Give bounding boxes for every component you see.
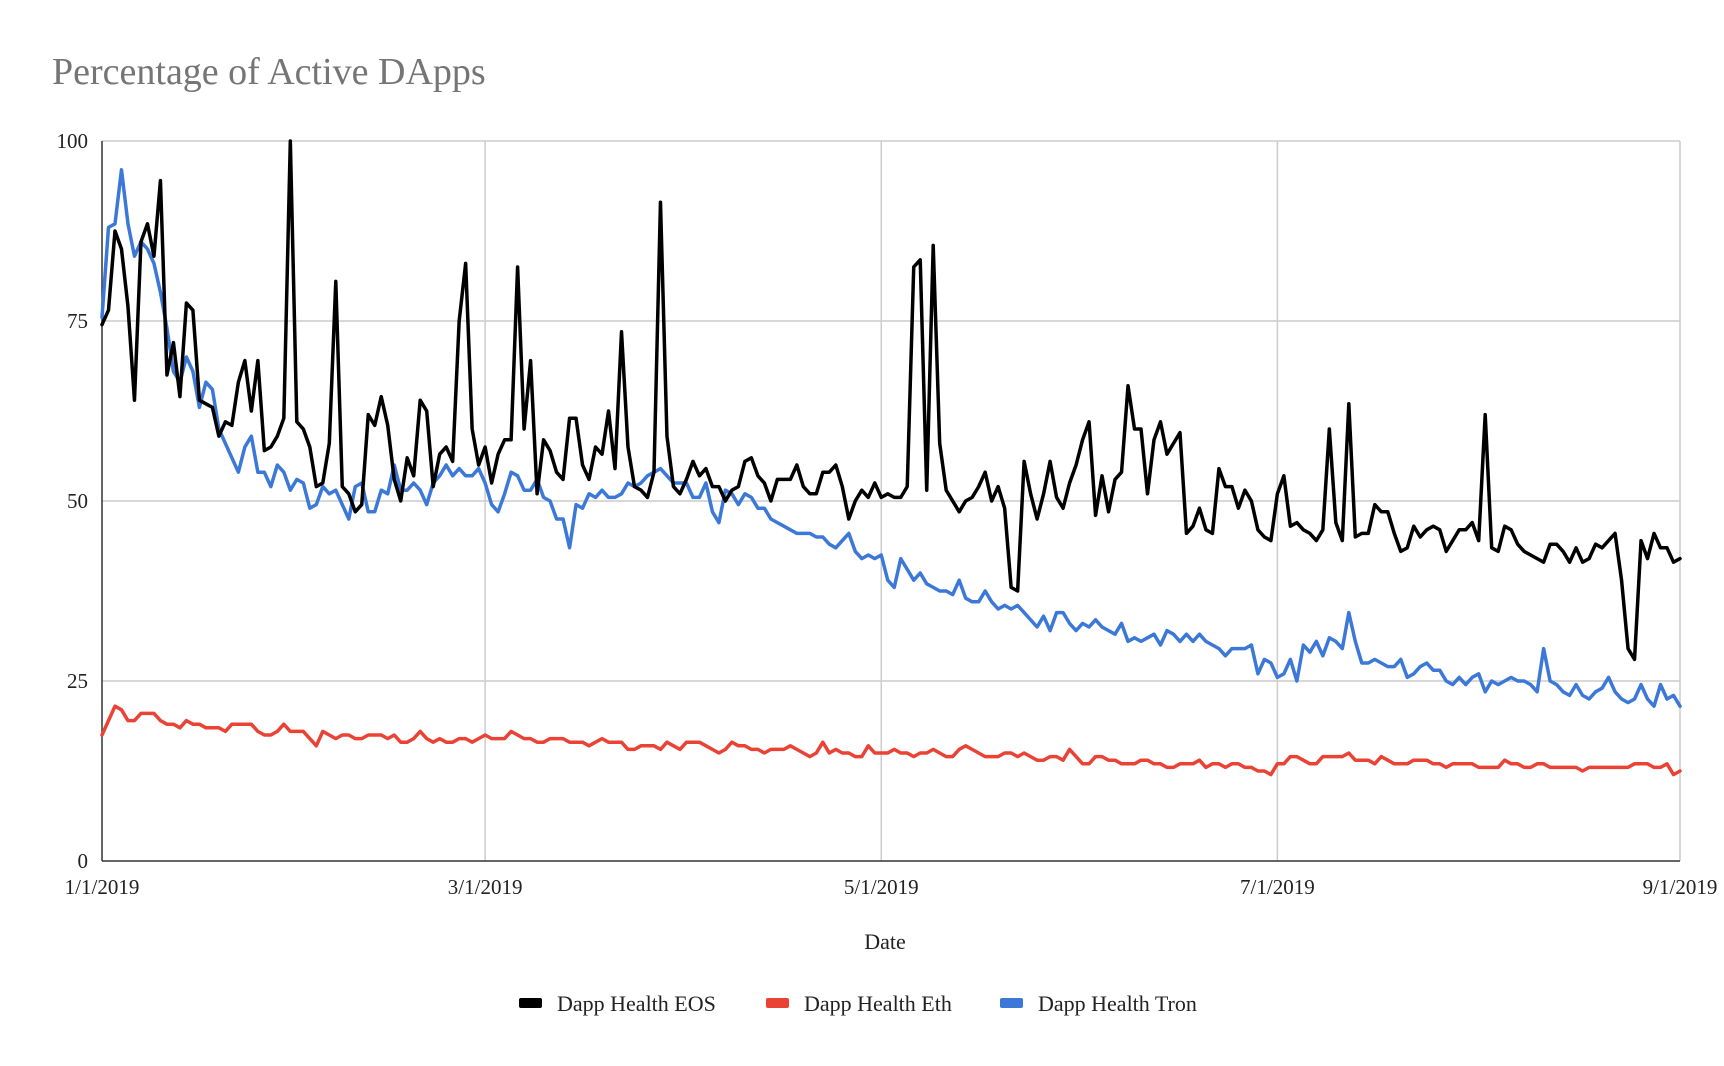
- chart-axes: [101, 141, 1680, 862]
- x-axis-tick-labels: 1/1/2019 3/1/2019 5/1/2019 7/1/2019 9/1/2019: [65, 875, 1718, 899]
- x-tick-label-4: 9/1/2019: [1643, 875, 1718, 899]
- y-tick-label-0: 0: [78, 849, 89, 873]
- x-tick-label-2: 5/1/2019: [844, 875, 919, 899]
- x-axis-title: Date: [864, 929, 906, 954]
- y-tick-label-50: 50: [67, 489, 88, 513]
- x-tick-label-0: 1/1/2019: [65, 875, 140, 899]
- series-line-dapp-health-tron: [100, 168, 1682, 708]
- legend-label-dapp-health-tron: Dapp Health Tron: [1038, 991, 1197, 1016]
- legend-label-dapp-health-eos: Dapp Health EOS: [557, 991, 716, 1016]
- chart-series-lines: [100, 139, 1682, 777]
- series-line-dapp-health-eth: [100, 704, 1682, 777]
- y-tick-label-100: 100: [57, 129, 89, 153]
- x-tick-label-1: 3/1/2019: [448, 875, 523, 899]
- series-line-dapp-health-eos: [100, 139, 1682, 662]
- y-tick-label-25: 25: [67, 669, 88, 693]
- legend-swatch-dapp-health-eos: [519, 998, 542, 1008]
- x-tick-label-3: 7/1/2019: [1240, 875, 1315, 899]
- y-tick-label-75: 75: [67, 309, 88, 333]
- legend-swatch-dapp-health-tron: [1000, 998, 1023, 1008]
- legend-swatch-dapp-health-eth: [766, 998, 789, 1008]
- chart-title: Percentage of Active DApps: [52, 51, 486, 93]
- y-axis-tick-labels: 0 25 50 75 100: [57, 129, 89, 873]
- chart-legend: Dapp Health EOS Dapp Health Eth Dapp Healt…: [519, 991, 1197, 1016]
- legend-label-dapp-health-eth: Dapp Health Eth: [804, 991, 952, 1016]
